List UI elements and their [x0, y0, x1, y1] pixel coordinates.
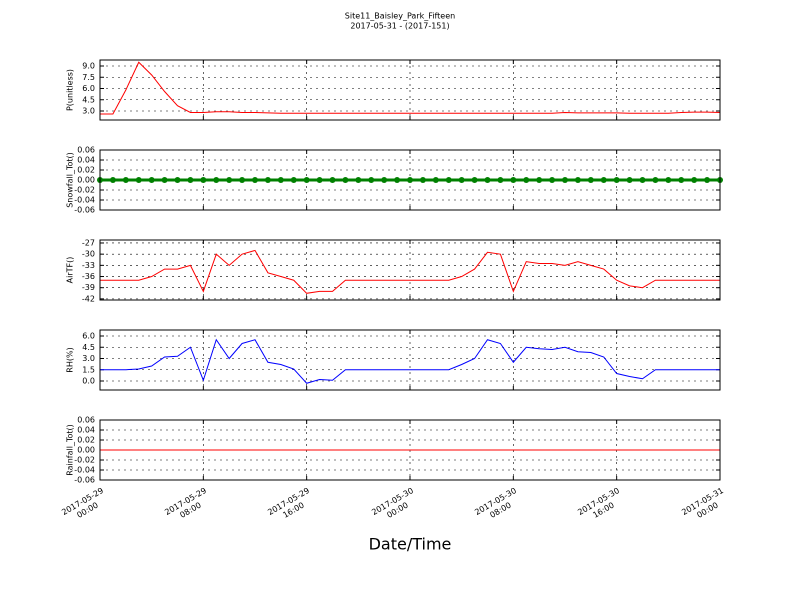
point [368, 177, 375, 183]
series-line [100, 338, 720, 384]
y-tick-label: 0.06 [77, 416, 95, 425]
y-tick-label: 6.0 [82, 332, 95, 341]
y-axis-label: P(unitless) [66, 69, 75, 111]
series-line [100, 61, 721, 115]
point [562, 177, 568, 183]
point [407, 177, 413, 183]
y-tick-label: 0.04 [77, 156, 95, 165]
point [329, 177, 336, 183]
y-tick-label: -30 [82, 250, 95, 259]
y-axis-label: Rainfall_Tot() [66, 424, 75, 476]
point [549, 177, 556, 183]
plot-frame [99, 59, 721, 121]
y-tick-label: 0.00 [77, 446, 95, 455]
y-tick-label: 4.5 [82, 343, 95, 352]
plot-frame [99, 149, 721, 211]
y-tick-label: 0.02 [77, 166, 95, 175]
point [200, 177, 207, 183]
y-tick-label: -33 [82, 261, 95, 270]
y-tick-label: 3.0 [82, 354, 95, 363]
point [626, 177, 633, 183]
point [458, 177, 465, 183]
y-tick-label: 6.0 [82, 84, 95, 93]
point [226, 177, 233, 183]
point [678, 177, 685, 183]
plot-frame [99, 329, 721, 391]
y-tick-label: 0.02 [77, 436, 95, 445]
point [394, 177, 401, 183]
y-tick-label: -0.02 [74, 186, 95, 195]
y-tick-label: 9.0 [82, 62, 95, 71]
x-axis-label: Date/Time [369, 535, 452, 554]
point [109, 177, 116, 183]
y-tick-label: -39 [82, 283, 95, 292]
point [316, 177, 323, 183]
point [264, 177, 271, 183]
point [290, 177, 297, 183]
point [510, 177, 517, 183]
chart-subtitle: 2017-05-31 - (2017-151) [350, 22, 449, 31]
y-axis-label: RH(%) [66, 347, 75, 372]
point [652, 177, 659, 183]
point [639, 177, 646, 183]
series-line [100, 249, 720, 294]
y-tick-label: 0.06 [77, 146, 95, 155]
point [704, 177, 711, 183]
y-tick-label: -0.06 [74, 206, 95, 215]
point [355, 177, 362, 183]
y-axis-label: Snowfall_Tot() [66, 152, 75, 208]
y-tick-label: -27 [82, 238, 95, 247]
point [342, 177, 349, 183]
point [213, 177, 220, 183]
point [445, 177, 452, 183]
y-tick-label: 0.0 [82, 377, 95, 386]
point [587, 177, 594, 183]
y-axis-label: AirTF() [66, 257, 75, 284]
point [497, 177, 504, 183]
plot-frame [99, 239, 721, 301]
point [419, 177, 426, 183]
point [252, 177, 258, 183]
y-tick-label: 3.0 [82, 107, 95, 116]
y-tick-label: 4.5 [82, 95, 95, 104]
point [691, 177, 698, 183]
y-tick-label: -0.06 [74, 476, 95, 485]
point [484, 177, 491, 183]
chart-title: Site11_Baisley_Park_Fifteen [345, 12, 455, 21]
point [523, 177, 530, 183]
point [574, 177, 581, 183]
y-tick-label: 0.00 [77, 176, 95, 185]
point [536, 177, 543, 183]
point [432, 177, 439, 183]
y-tick-label: 7.5 [82, 73, 95, 82]
point [239, 177, 246, 183]
y-tick-label: -0.04 [74, 466, 95, 475]
point [613, 177, 620, 183]
point [122, 177, 129, 183]
y-tick-label: 0.04 [77, 426, 95, 435]
point [381, 177, 388, 183]
point [187, 177, 194, 183]
point [600, 177, 607, 183]
point [665, 177, 672, 183]
point [471, 177, 478, 183]
point [161, 177, 168, 183]
plot-frame [99, 419, 721, 481]
y-tick-label: -36 [82, 272, 95, 281]
point [174, 177, 181, 183]
point [303, 177, 310, 183]
point [135, 177, 142, 183]
y-tick-label: -0.04 [74, 196, 95, 205]
point [277, 177, 284, 183]
y-tick-label: 1.5 [82, 365, 95, 374]
y-tick-label: -0.02 [74, 456, 95, 465]
y-tick-label: -42 [82, 294, 95, 303]
point [148, 177, 155, 183]
